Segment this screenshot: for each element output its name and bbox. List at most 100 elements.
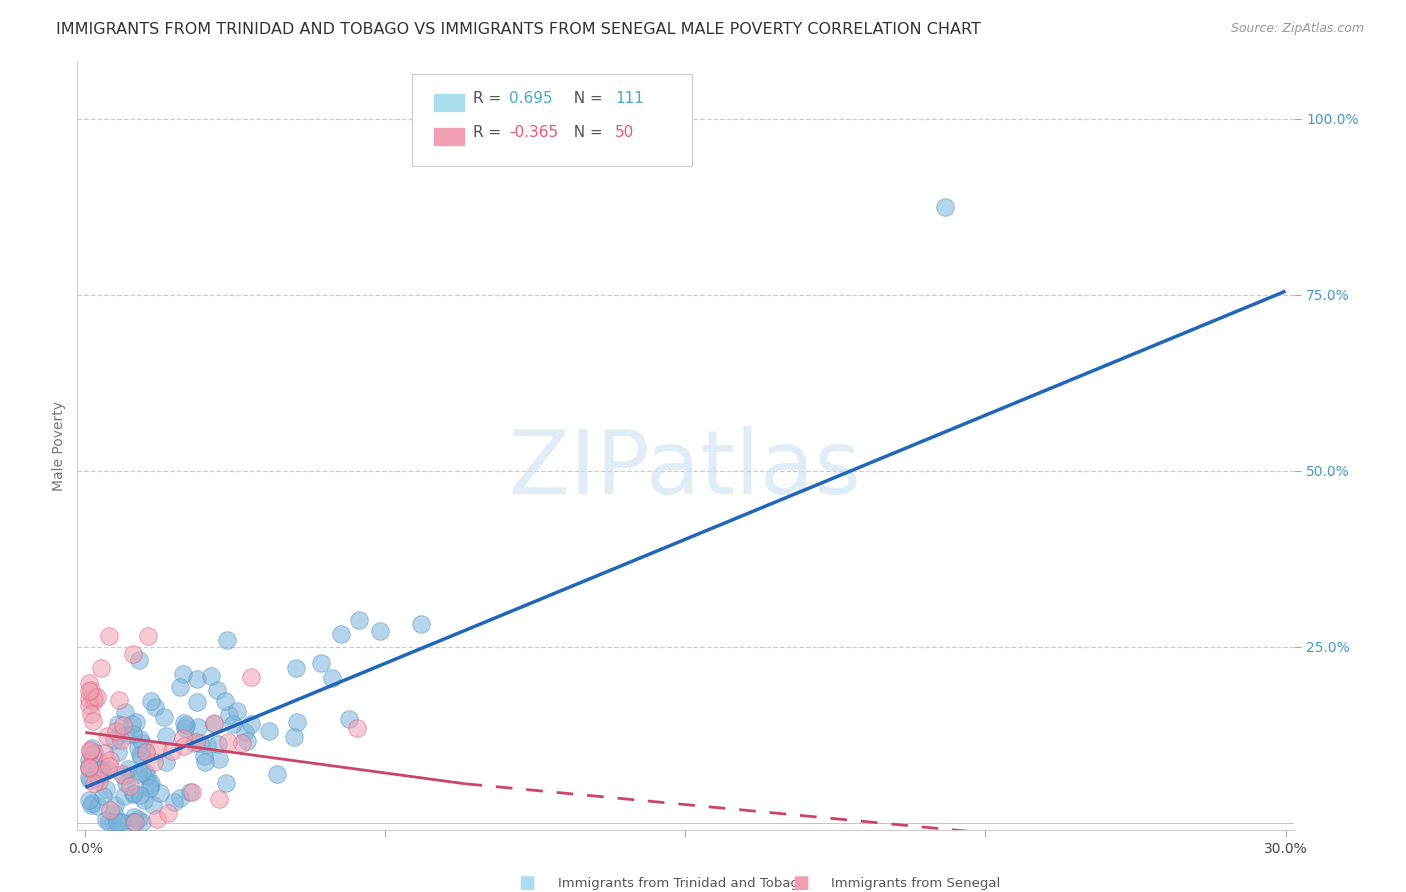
Point — [98, 803, 121, 817]
Point — [172, 667, 194, 681]
Point — [411, 617, 433, 632]
Point — [132, 793, 155, 807]
Text: ■: ■ — [519, 874, 536, 892]
Point — [111, 718, 134, 732]
Point — [107, 717, 129, 731]
Point — [139, 780, 162, 795]
Point — [90, 762, 112, 776]
Point — [104, 724, 127, 739]
Point — [110, 732, 132, 747]
Point — [122, 647, 145, 661]
Point — [155, 729, 177, 743]
Point — [110, 767, 132, 781]
Point — [346, 721, 368, 735]
Point — [309, 656, 332, 670]
Point — [139, 779, 162, 793]
Point — [146, 812, 169, 826]
Point — [134, 764, 156, 779]
Point — [176, 718, 198, 732]
Point — [183, 736, 205, 750]
Point — [127, 812, 149, 826]
Text: R =: R = — [472, 91, 506, 106]
Point — [285, 715, 308, 730]
Point — [193, 749, 215, 764]
Point — [240, 670, 263, 684]
Point — [111, 814, 134, 829]
Point — [107, 745, 129, 759]
Point — [207, 752, 229, 766]
Point — [121, 814, 143, 829]
Point — [131, 736, 153, 750]
Point — [138, 629, 160, 643]
Point — [184, 735, 207, 749]
Point — [121, 787, 143, 801]
Point — [155, 755, 177, 769]
Text: 0.695: 0.695 — [509, 91, 553, 106]
Text: 50: 50 — [614, 125, 634, 140]
Point — [80, 796, 103, 810]
Point — [202, 716, 225, 731]
Point — [86, 772, 108, 786]
Point — [80, 797, 103, 812]
Point — [114, 705, 136, 719]
Point — [934, 200, 956, 214]
Point — [79, 676, 101, 690]
Point — [187, 720, 209, 734]
Point — [79, 691, 101, 706]
Point — [160, 744, 183, 758]
Point — [129, 732, 152, 747]
Point — [97, 814, 120, 829]
Point — [117, 762, 139, 776]
Point — [124, 786, 146, 800]
Point — [79, 770, 101, 784]
Point — [79, 743, 101, 757]
Point — [143, 755, 166, 769]
Point — [139, 694, 162, 708]
Point — [103, 733, 125, 747]
Point — [142, 798, 165, 813]
Point — [87, 754, 110, 768]
FancyBboxPatch shape — [412, 74, 692, 166]
Point — [80, 740, 103, 755]
Point — [83, 776, 105, 790]
Point — [235, 724, 257, 739]
Point — [127, 766, 149, 780]
Point — [103, 805, 125, 820]
Point — [101, 814, 124, 829]
Point — [169, 790, 191, 805]
Point — [112, 789, 135, 803]
Point — [115, 728, 138, 742]
Point — [173, 739, 195, 753]
Point — [79, 761, 101, 775]
Point — [87, 774, 110, 789]
Point — [82, 747, 104, 761]
Point — [368, 624, 391, 639]
Point — [98, 758, 121, 772]
Point — [266, 767, 288, 781]
Point — [79, 684, 101, 698]
Point — [93, 746, 115, 760]
Point — [172, 731, 194, 746]
Point — [174, 721, 197, 735]
Bar — [433, 128, 464, 145]
Text: Immigrants from Trinidad and Tobago: Immigrants from Trinidad and Tobago — [558, 877, 807, 889]
Point — [79, 698, 101, 713]
Point — [329, 627, 352, 641]
Point — [80, 706, 103, 721]
Point — [82, 714, 104, 728]
Point — [98, 629, 121, 643]
Point — [121, 717, 143, 731]
Point — [79, 773, 101, 788]
Point — [79, 760, 101, 774]
Point — [107, 729, 129, 743]
Point — [128, 748, 150, 763]
Point — [90, 661, 112, 675]
Point — [153, 710, 176, 724]
Point — [240, 716, 263, 731]
Point — [173, 715, 195, 730]
Point — [181, 785, 204, 799]
Text: Immigrants from Senegal: Immigrants from Senegal — [831, 877, 1001, 889]
Point — [79, 793, 101, 807]
Point — [124, 814, 146, 829]
Point — [112, 768, 135, 782]
